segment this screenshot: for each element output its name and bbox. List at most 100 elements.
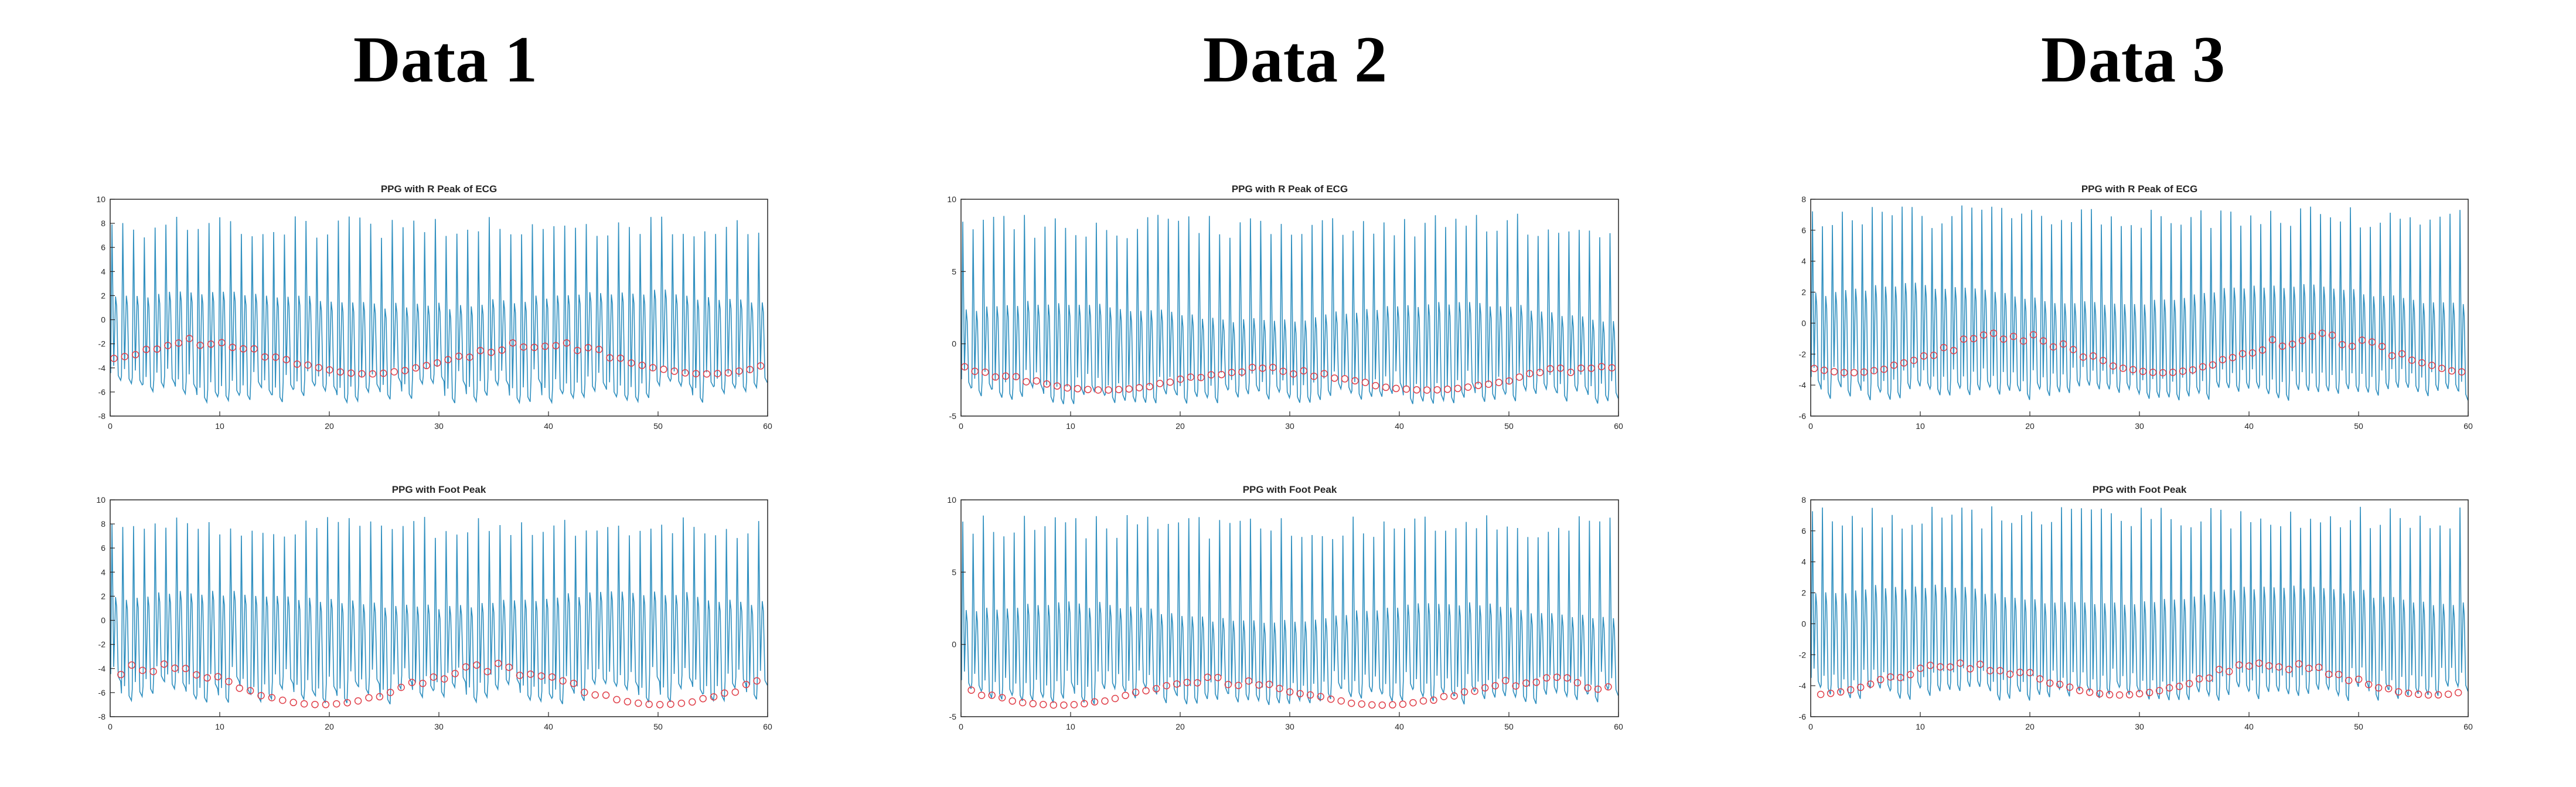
peak-marker bbox=[689, 698, 696, 706]
peak-marker bbox=[1930, 352, 1938, 359]
peak-marker bbox=[239, 345, 247, 353]
peak-marker bbox=[660, 366, 667, 373]
peak-marker bbox=[2255, 659, 2263, 667]
peak-marker bbox=[2335, 670, 2343, 679]
peak-marker bbox=[1515, 373, 1524, 381]
y-tick-label: -2 bbox=[98, 640, 106, 649]
peak-marker bbox=[1402, 385, 1410, 393]
peak-marker bbox=[988, 691, 996, 699]
peak-marker bbox=[1546, 364, 1554, 373]
peak-marker bbox=[1430, 696, 1437, 704]
peak-marker bbox=[343, 699, 351, 707]
peak-marker bbox=[2398, 350, 2406, 358]
peak-marker bbox=[131, 350, 139, 359]
x-tick-label: 40 bbox=[1395, 421, 1404, 431]
peak-marker bbox=[1976, 660, 1984, 668]
peak-marker bbox=[2225, 667, 2233, 676]
x-tick-label: 50 bbox=[1504, 722, 1514, 731]
peak-marker bbox=[1265, 680, 1273, 689]
peak-marker bbox=[2378, 342, 2386, 350]
peak-marker bbox=[2205, 674, 2213, 682]
peak-marker bbox=[1259, 364, 1266, 372]
y-tick-label: 0 bbox=[1801, 619, 1806, 628]
peak-marker bbox=[1289, 370, 1297, 378]
column-title-data-1: Data 1 bbox=[353, 23, 538, 96]
peak-marker bbox=[1125, 385, 1133, 393]
peak-marker bbox=[462, 663, 470, 671]
peak-marker bbox=[1023, 378, 1030, 386]
peak-marker bbox=[2418, 359, 2426, 367]
peak-marker bbox=[1331, 374, 1338, 382]
peak-marker bbox=[1347, 699, 1355, 707]
y-tick-label: -4 bbox=[98, 664, 106, 673]
peak-marker bbox=[282, 356, 290, 363]
peak-marker bbox=[1008, 697, 1016, 705]
peak-marker bbox=[2069, 346, 2077, 353]
peak-marker bbox=[2444, 690, 2452, 698]
peak-marker bbox=[1012, 373, 1020, 380]
peak-marker bbox=[2404, 689, 2413, 697]
y-tick-label: 0 bbox=[1801, 318, 1806, 328]
peak-marker bbox=[2115, 691, 2124, 699]
peak-marker bbox=[311, 700, 319, 708]
peak-marker bbox=[1351, 377, 1359, 385]
peak-marker bbox=[1183, 679, 1191, 686]
peak-marker bbox=[2434, 691, 2442, 699]
peak-marker bbox=[1341, 375, 1349, 383]
peak-marker bbox=[2029, 331, 2037, 339]
peak-marker bbox=[476, 347, 485, 355]
axes-6: PPG with Foot Peak 0 10 20 30 40 50 60 -6 -4 -2 0 2 4… bbox=[1799, 484, 2473, 731]
peak-marker bbox=[2066, 683, 2074, 691]
peak-marker bbox=[289, 699, 297, 707]
peak-marker bbox=[2169, 369, 2177, 376]
column-title-data-3: Data 3 bbox=[2040, 23, 2226, 96]
peak-marker bbox=[300, 700, 308, 708]
x-tick-label: 60 bbox=[1614, 421, 1623, 431]
peak-marker bbox=[214, 673, 222, 680]
peak-marker bbox=[412, 364, 420, 372]
peak-marker bbox=[2125, 691, 2134, 699]
x-tick-label: 60 bbox=[2463, 421, 2473, 431]
peak-marker bbox=[1197, 373, 1205, 381]
peak-marker bbox=[1228, 369, 1236, 376]
peak-marker bbox=[2036, 675, 2044, 683]
peak-marker bbox=[1029, 700, 1037, 708]
peak-marker bbox=[570, 679, 578, 687]
peak-marker bbox=[2099, 356, 2107, 364]
peak-marker bbox=[1886, 673, 1894, 681]
peak-marker bbox=[1856, 683, 1865, 691]
peak-marker bbox=[2175, 683, 2183, 690]
peak-marker bbox=[1132, 689, 1140, 696]
peak-marker bbox=[2229, 353, 2237, 362]
y-tick-label: 6 bbox=[101, 543, 105, 553]
peak-marker bbox=[735, 367, 743, 375]
peak-marker bbox=[2238, 350, 2247, 357]
x-tick-label: 0 bbox=[1808, 722, 1813, 731]
x-tick-label: 10 bbox=[1066, 421, 1075, 431]
peak-marker bbox=[1906, 671, 1914, 679]
y-tick-label: -5 bbox=[949, 712, 957, 721]
peak-marker bbox=[121, 353, 129, 360]
y-tick-label: 4 bbox=[101, 567, 105, 577]
peak-marker bbox=[1060, 701, 1068, 709]
peak-marker bbox=[1111, 694, 1119, 703]
peak-marker bbox=[1474, 381, 1483, 389]
peak-marker bbox=[2285, 666, 2293, 673]
x-tick-label: 50 bbox=[2354, 722, 2363, 731]
peak-marker bbox=[236, 684, 243, 692]
peak-marker bbox=[322, 701, 330, 708]
peak-marker bbox=[552, 342, 560, 350]
peak-marker bbox=[261, 353, 269, 361]
peak-marker bbox=[2374, 684, 2383, 692]
peak-marker bbox=[1830, 368, 1838, 376]
peak-marker bbox=[1577, 364, 1585, 372]
peak-marker bbox=[354, 697, 362, 705]
y-tick-label: 4 bbox=[101, 267, 105, 276]
peak-marker bbox=[1166, 378, 1174, 386]
peak-marker bbox=[2328, 331, 2336, 339]
peak-marker bbox=[2056, 680, 2064, 689]
y-tick-label: 10 bbox=[96, 195, 105, 204]
peak-marker bbox=[1876, 676, 1885, 683]
peak-marker bbox=[376, 693, 384, 701]
x-tick-label: 40 bbox=[1395, 722, 1404, 731]
